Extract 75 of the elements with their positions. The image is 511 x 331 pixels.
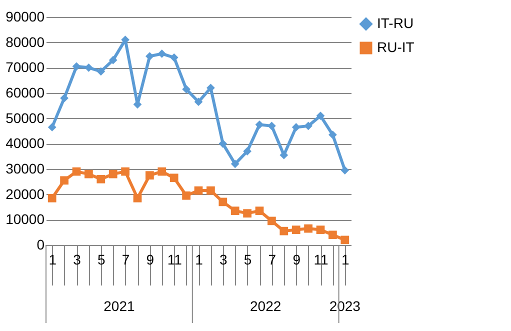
point xyxy=(328,230,337,240)
x-tick-label: 3 xyxy=(220,252,228,268)
point xyxy=(218,198,228,206)
y-tick-label: 20000 xyxy=(6,186,45,202)
y-tick-label: 80000 xyxy=(6,34,45,50)
legend-label: IT-RU xyxy=(377,15,414,31)
point xyxy=(304,122,312,130)
x-tick-label: 11 xyxy=(167,252,182,268)
point xyxy=(268,122,276,130)
point xyxy=(292,226,300,234)
point xyxy=(316,226,325,234)
point xyxy=(304,224,312,233)
y-tick-label: 50000 xyxy=(6,110,45,126)
point xyxy=(182,191,190,200)
x-tick-label: 5 xyxy=(244,252,252,268)
y-tick-label: 30000 xyxy=(6,160,45,176)
point xyxy=(194,186,203,195)
point xyxy=(170,53,178,62)
point xyxy=(340,236,350,244)
y-tick-label: 90000 xyxy=(6,8,45,24)
point xyxy=(292,123,300,132)
x-tick-label: 11 xyxy=(314,252,328,268)
point xyxy=(255,206,264,215)
point xyxy=(158,50,166,58)
point xyxy=(243,147,252,156)
legend-label: RU-IT xyxy=(377,39,415,55)
x-tick-label: 5 xyxy=(98,252,106,268)
point xyxy=(96,67,106,76)
point xyxy=(60,176,68,185)
point xyxy=(268,216,276,226)
point xyxy=(206,186,215,195)
point xyxy=(230,206,240,215)
text: 2021 xyxy=(104,298,135,314)
y-tick-label: 10000 xyxy=(6,211,45,228)
y-tick-label: 70000 xyxy=(6,59,45,76)
point xyxy=(230,160,240,168)
point xyxy=(146,52,154,60)
point xyxy=(84,63,93,72)
point xyxy=(133,194,142,202)
point xyxy=(280,150,288,160)
y-tick-label: 40000 xyxy=(6,135,45,152)
point xyxy=(72,167,81,176)
x-tick-label: 3 xyxy=(73,252,82,268)
point xyxy=(121,167,130,176)
point xyxy=(96,174,106,184)
x-tick-label: 7 xyxy=(268,252,276,268)
point xyxy=(146,171,154,180)
x-tick-label: 9 xyxy=(146,252,154,268)
text: 2022 xyxy=(250,298,282,314)
y-tick-label: 0 xyxy=(36,236,45,252)
point xyxy=(48,123,56,132)
point xyxy=(182,85,190,94)
point xyxy=(316,112,325,120)
point xyxy=(280,226,288,236)
x-tick-label: 1 xyxy=(48,252,57,268)
point xyxy=(108,56,118,64)
point xyxy=(108,170,118,178)
point xyxy=(340,166,350,174)
text: 2023 xyxy=(329,298,361,314)
x-tick-label: 7 xyxy=(122,252,130,268)
point xyxy=(84,170,93,178)
point xyxy=(60,94,68,102)
x-tick-label: 9 xyxy=(292,252,301,268)
point xyxy=(243,209,252,218)
point xyxy=(194,98,203,106)
point xyxy=(206,84,215,92)
point xyxy=(72,62,81,71)
point xyxy=(158,167,166,176)
x-tick-label: 1 xyxy=(195,252,204,268)
y-tick-label: 60000 xyxy=(6,84,45,100)
x-tick-label: 1 xyxy=(342,252,350,268)
point xyxy=(170,174,178,182)
point xyxy=(48,194,56,202)
point xyxy=(218,139,228,148)
point xyxy=(328,130,337,139)
